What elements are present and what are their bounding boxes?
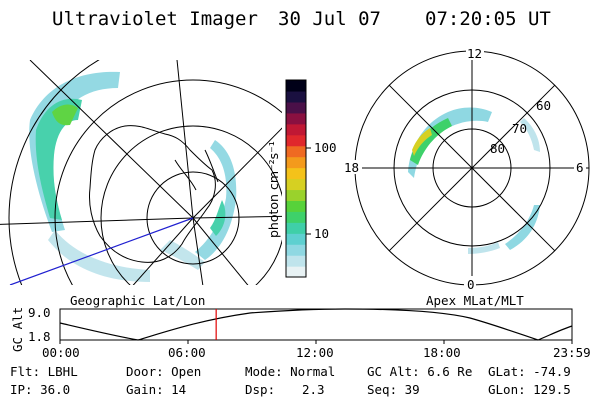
ip-info: IP: 36.0 bbox=[10, 382, 71, 397]
colorbar-unit-label: photon cm⁻²s⁻¹ bbox=[266, 141, 281, 238]
colorbar-stripe bbox=[286, 167, 306, 180]
seq-info: Seq: 39 bbox=[367, 382, 420, 397]
geo-coastline bbox=[89, 125, 216, 263]
altitude-xtick-2359: 23:59 bbox=[553, 345, 591, 360]
colorbar-stripe bbox=[286, 266, 306, 278]
colorbar-stripe bbox=[286, 145, 306, 158]
colorbar-tick-10: 10 bbox=[314, 226, 330, 241]
mlt-label-12: 12 bbox=[467, 46, 483, 61]
mlt-label-6: 6 bbox=[576, 160, 584, 175]
lat-label-60: 60 bbox=[536, 98, 552, 113]
instrument-title: Ultraviolet Imager bbox=[52, 8, 258, 30]
colorbar-stripe bbox=[286, 178, 306, 191]
date-label: 30 Jul 07 bbox=[278, 8, 381, 30]
polar-map bbox=[342, 46, 590, 290]
colorbar-stripe bbox=[286, 222, 306, 234]
dsp-value: 2.3 bbox=[302, 382, 325, 397]
filter-info: Flt: LBHL bbox=[10, 364, 78, 379]
colorbar-tick-100: 100 bbox=[314, 140, 337, 155]
colorbar-stripe bbox=[286, 101, 306, 114]
glon-info: GLon: 129.5 bbox=[488, 382, 571, 397]
altitude-xtick-1800: 18:00 bbox=[423, 345, 461, 360]
colorbar-stripe bbox=[286, 200, 306, 212]
satellite-track bbox=[9, 217, 194, 285]
colorbar-stripe bbox=[286, 189, 306, 201]
geo-lat-lon-grid bbox=[0, 60, 282, 285]
gain-info: Gain: 14 bbox=[126, 382, 187, 397]
mlt-label-18: 18 bbox=[344, 160, 360, 175]
gc-alt-info: GC Alt: 6.6 Re bbox=[367, 364, 473, 379]
colorbar-stripe bbox=[286, 244, 306, 256]
door-info: Door: Open bbox=[126, 364, 202, 379]
altitude-xtick-0600: 06:00 bbox=[168, 345, 206, 360]
colorbar-stripe bbox=[286, 211, 306, 223]
geo-map-label: Geographic Lat/Lon bbox=[70, 293, 206, 308]
colorbar-stripe bbox=[286, 80, 306, 92]
colorbar-stripe bbox=[286, 156, 306, 169]
time-label: 07:20:05 UT bbox=[425, 8, 551, 30]
lat-label-80: 80 bbox=[490, 141, 506, 156]
colorbar-stripe bbox=[286, 112, 306, 125]
geographic-map bbox=[0, 60, 282, 285]
mode-info: Mode: Normal bbox=[245, 364, 336, 379]
colorbar-stripe bbox=[286, 90, 306, 103]
altitude-ytick-9: 9.0 bbox=[28, 305, 51, 320]
altitude-ylabel: GC Alt bbox=[10, 306, 25, 352]
altitude-xtick-1200: 12:00 bbox=[296, 345, 334, 360]
geo-aurora-emission bbox=[29, 71, 237, 282]
colorbar-stripe bbox=[286, 134, 306, 147]
color-bar bbox=[285, 79, 311, 278]
altitude-xtick-0000: 00:00 bbox=[42, 345, 80, 360]
glat-info: GLat: -74.9 bbox=[488, 364, 571, 379]
colorbar-stripe bbox=[286, 123, 306, 136]
dsp-label: Dsp: bbox=[245, 382, 276, 397]
lat-label-70: 70 bbox=[512, 121, 528, 136]
mlt-label-0: 0 bbox=[467, 277, 475, 292]
polar-map-label: Apex MLat/MLT bbox=[426, 293, 524, 308]
colorbar-stripe bbox=[286, 233, 306, 245]
altitude-curve bbox=[59, 308, 573, 341]
altitude-ytick-1-8: 1.8 bbox=[28, 329, 51, 344]
colorbar-stripe bbox=[286, 255, 306, 267]
altitude-plot bbox=[59, 308, 573, 344]
